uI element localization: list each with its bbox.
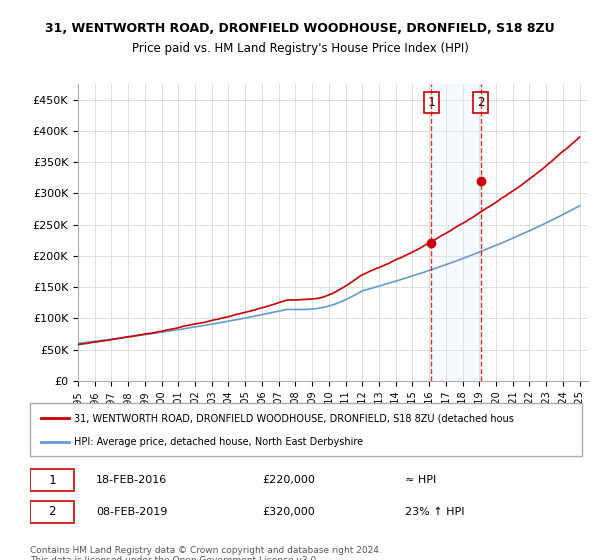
Text: 2: 2	[49, 505, 56, 519]
Text: 2: 2	[477, 96, 485, 109]
Text: HPI: Average price, detached house, North East Derbyshire: HPI: Average price, detached house, Nort…	[74, 436, 363, 446]
FancyBboxPatch shape	[30, 403, 582, 456]
Text: £220,000: £220,000	[262, 475, 315, 485]
Bar	[431, 84, 481, 381]
Text: 31, WENTWORTH ROAD, DRONFIELD WOODHOUSE, DRONFIELD, S18 8ZU (detached hous: 31, WENTWORTH ROAD, DRONFIELD WOODHOUSE,…	[74, 413, 514, 423]
Text: £320,000: £320,000	[262, 507, 314, 517]
Text: Price paid vs. HM Land Registry's House Price Index (HPI): Price paid vs. HM Land Registry's House …	[131, 42, 469, 55]
Text: 18-FEB-2016: 18-FEB-2016	[96, 475, 167, 485]
Text: 08-FEB-2019: 08-FEB-2019	[96, 507, 167, 517]
Text: 31, WENTWORTH ROAD, DRONFIELD WOODHOUSE, DRONFIELD, S18 8ZU: 31, WENTWORTH ROAD, DRONFIELD WOODHOUSE,…	[45, 22, 555, 35]
FancyBboxPatch shape	[30, 501, 74, 523]
Text: ≈ HPI: ≈ HPI	[406, 475, 437, 485]
Text: 1: 1	[427, 96, 435, 109]
Text: 1: 1	[49, 474, 56, 487]
Text: 23% ↑ HPI: 23% ↑ HPI	[406, 507, 465, 517]
FancyBboxPatch shape	[30, 469, 74, 492]
Text: Contains HM Land Registry data © Crown copyright and database right 2024.
This d: Contains HM Land Registry data © Crown c…	[30, 546, 382, 560]
